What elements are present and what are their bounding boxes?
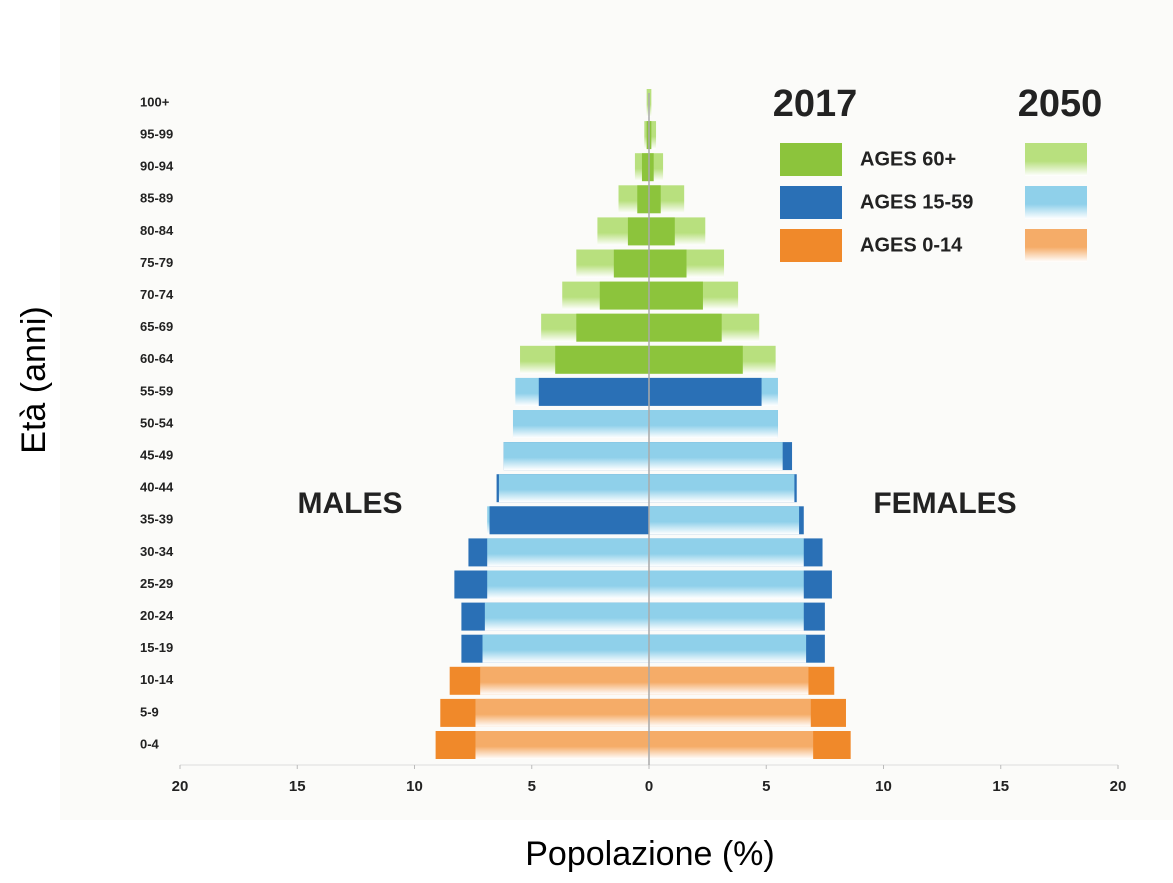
legend-label: AGES 60+ bbox=[860, 148, 956, 170]
x-tick-label: 20 bbox=[172, 778, 189, 795]
y-axis-title: Età (anni) bbox=[15, 306, 53, 453]
bar bbox=[649, 121, 657, 150]
legend-swatch bbox=[1025, 143, 1087, 176]
bar bbox=[649, 313, 722, 342]
y-tick-label: 10-14 bbox=[140, 672, 174, 687]
bar bbox=[487, 538, 649, 567]
bar bbox=[480, 666, 649, 695]
legend-swatch bbox=[780, 143, 842, 176]
bar bbox=[599, 281, 649, 310]
bar bbox=[627, 217, 649, 246]
y-tick-label: 40-44 bbox=[140, 480, 174, 495]
legend-label: AGES 0-14 bbox=[860, 234, 963, 256]
bar bbox=[475, 698, 649, 727]
bar bbox=[649, 634, 807, 663]
x-axis-title: Popolazione (%) bbox=[525, 835, 774, 873]
x-tick-label: 20 bbox=[1110, 778, 1127, 795]
x-tick-label: 10 bbox=[406, 778, 423, 795]
y-tick-label: 80-84 bbox=[140, 223, 174, 238]
y-tick-label: 5-9 bbox=[140, 704, 159, 719]
bar bbox=[637, 185, 649, 214]
bar bbox=[649, 377, 762, 406]
females-label: FEMALES bbox=[873, 487, 1016, 520]
bar bbox=[503, 442, 649, 471]
bar bbox=[649, 602, 804, 631]
bar bbox=[487, 570, 649, 599]
x-tick-label: 0 bbox=[645, 778, 653, 795]
bar bbox=[613, 249, 649, 278]
bar bbox=[484, 602, 649, 631]
bar bbox=[649, 121, 652, 150]
bar bbox=[649, 506, 800, 535]
x-tick-label: 10 bbox=[875, 778, 892, 795]
y-tick-label: 55-59 bbox=[140, 383, 173, 398]
y-tick-label: 60-64 bbox=[140, 351, 174, 366]
bar bbox=[649, 185, 661, 214]
bar bbox=[649, 538, 804, 567]
bar bbox=[646, 121, 649, 150]
legend-year: 2017 bbox=[773, 83, 858, 125]
bar bbox=[641, 153, 649, 182]
legend-swatch bbox=[780, 186, 842, 219]
legend-label: AGES 15-59 bbox=[860, 191, 973, 213]
bar bbox=[538, 377, 649, 406]
bar bbox=[576, 313, 649, 342]
bar bbox=[649, 345, 743, 374]
y-tick-label: 70-74 bbox=[140, 287, 174, 302]
bar bbox=[649, 410, 778, 438]
y-tick-label: 20-24 bbox=[140, 608, 174, 623]
y-tick-label: 85-89 bbox=[140, 191, 173, 206]
bar bbox=[475, 731, 649, 759]
x-tick-label: 5 bbox=[528, 778, 536, 795]
legend-swatch bbox=[780, 229, 842, 262]
x-tick-label: 15 bbox=[289, 778, 306, 795]
bar bbox=[649, 281, 703, 310]
legend-swatch bbox=[1025, 186, 1087, 219]
bar bbox=[512, 410, 649, 438]
bar bbox=[649, 731, 814, 759]
bar bbox=[649, 442, 783, 471]
x-tick-label: 5 bbox=[762, 778, 770, 795]
y-tick-label: 90-94 bbox=[140, 159, 174, 174]
y-tick-label: 0-4 bbox=[140, 736, 160, 751]
bar bbox=[646, 89, 649, 117]
y-tick-label: 30-34 bbox=[140, 544, 174, 559]
bar bbox=[498, 474, 649, 503]
legend-year: 2050 bbox=[1018, 83, 1103, 125]
y-tick-label: 50-54 bbox=[140, 415, 174, 430]
legend-swatch bbox=[1025, 229, 1087, 262]
x-tick-label: 15 bbox=[992, 778, 1009, 795]
bar bbox=[649, 217, 675, 246]
bar bbox=[649, 89, 652, 117]
males-label: MALES bbox=[298, 487, 403, 520]
bar bbox=[649, 249, 687, 278]
bar bbox=[482, 634, 649, 663]
y-tick-label: 15-19 bbox=[140, 640, 173, 655]
bar bbox=[649, 666, 809, 695]
y-tick-label: 35-39 bbox=[140, 512, 173, 527]
y-tick-label: 45-49 bbox=[140, 448, 173, 463]
bar bbox=[555, 345, 649, 374]
bar bbox=[649, 570, 804, 599]
y-tick-label: 65-69 bbox=[140, 319, 173, 334]
bar bbox=[649, 153, 654, 182]
y-tick-label: 100+ bbox=[140, 94, 170, 109]
bar bbox=[649, 698, 811, 727]
y-tick-label: 75-79 bbox=[140, 255, 173, 270]
y-tick-label: 95-99 bbox=[140, 127, 173, 142]
bar bbox=[489, 506, 649, 535]
bar bbox=[649, 474, 795, 503]
y-tick-label: 25-29 bbox=[140, 576, 173, 591]
